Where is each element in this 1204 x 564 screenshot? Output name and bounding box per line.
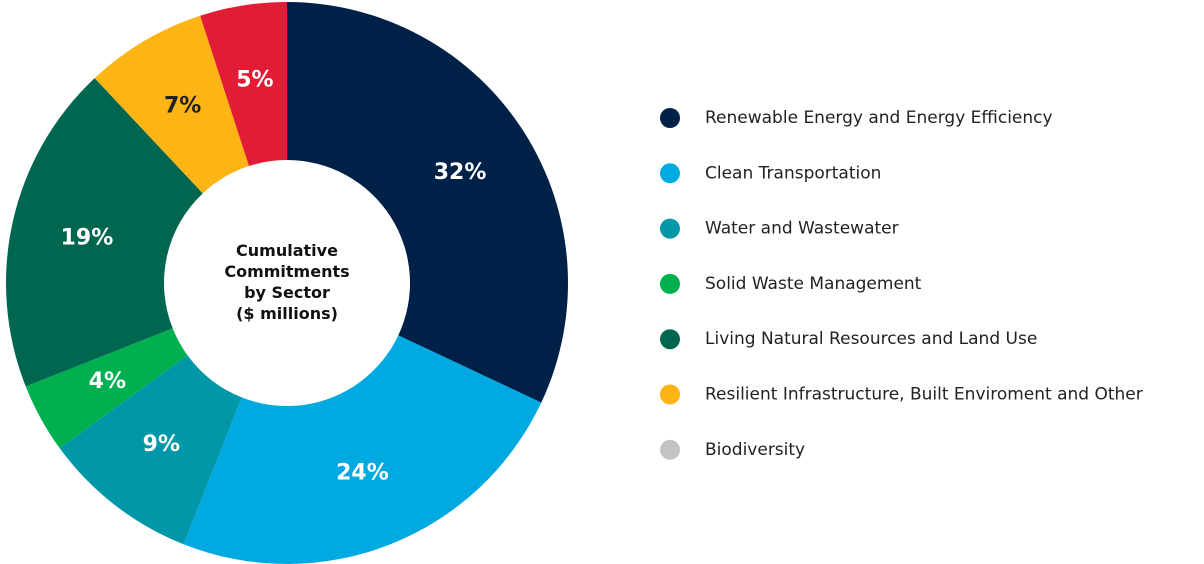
donut-slice [287, 2, 568, 403]
legend-swatch [660, 163, 680, 184]
value-label: 19% [61, 225, 114, 250]
legend-swatch [660, 108, 680, 128]
value-label: 7% [164, 94, 201, 119]
legend-swatch [660, 439, 680, 460]
legend-label: Living Natural Resources and Land Use [705, 329, 1037, 349]
donut-slice [6, 78, 203, 387]
donut-slice [25, 328, 188, 449]
donut-slice [200, 2, 287, 167]
donut-slice [94, 15, 249, 194]
center-label: ($ millions) [236, 304, 338, 323]
value-label: 4% [89, 369, 126, 394]
value-label: 32% [434, 160, 487, 185]
legend-swatch [660, 273, 680, 294]
value-label: 9% [143, 432, 180, 457]
legend-label: Biodiversity [705, 440, 805, 460]
center-label: Cumulative [236, 241, 338, 260]
value-label: 5% [236, 68, 273, 93]
value-label: 24% [336, 461, 389, 486]
legend-label: Renewable Energy and Energy Efficiency [705, 108, 1053, 128]
center-label: Commitments [224, 262, 349, 281]
legend-swatch [660, 329, 680, 350]
donut-slice [59, 355, 242, 545]
legend-label: Resilient Infrastructure, Built Envirome… [705, 385, 1143, 405]
legend-swatch [660, 218, 680, 239]
legend-label: Solid Waste Management [705, 274, 922, 294]
legend-label: Clean Transportation [705, 163, 881, 183]
legend-swatch [660, 384, 680, 405]
donut-slice [183, 335, 542, 564]
legend-label: Water and Wastewater [705, 219, 899, 239]
center-label: by Sector [244, 283, 330, 302]
